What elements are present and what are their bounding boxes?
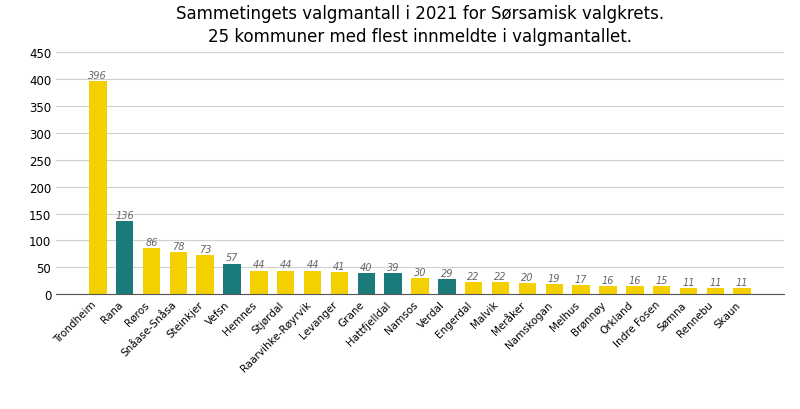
Text: 44: 44 (279, 260, 292, 270)
Bar (706, 289, 724, 294)
Text: 39: 39 (387, 263, 399, 272)
Bar (170, 253, 187, 294)
Bar (223, 264, 241, 294)
Bar (734, 289, 751, 294)
Bar (465, 283, 482, 294)
Bar (250, 271, 268, 294)
Text: 11: 11 (709, 278, 722, 288)
Text: 11: 11 (682, 278, 694, 288)
Bar (142, 248, 160, 294)
Text: 57: 57 (226, 253, 238, 263)
Text: 30: 30 (414, 267, 426, 277)
Text: 396: 396 (89, 71, 107, 81)
Text: 15: 15 (655, 275, 668, 285)
Text: 29: 29 (441, 268, 453, 278)
Text: 44: 44 (253, 260, 265, 270)
Text: 44: 44 (306, 260, 319, 270)
Bar (492, 283, 510, 294)
Text: 20: 20 (521, 273, 534, 283)
Bar (116, 222, 134, 294)
Text: 22: 22 (467, 272, 480, 282)
Bar (197, 255, 214, 294)
Bar (304, 271, 322, 294)
Bar (518, 284, 536, 294)
Text: 22: 22 (494, 272, 506, 282)
Text: 136: 136 (115, 211, 134, 220)
Bar (330, 272, 348, 294)
Bar (680, 289, 698, 294)
Bar (411, 279, 429, 294)
Bar (572, 285, 590, 294)
Text: 11: 11 (736, 278, 749, 288)
Bar (358, 273, 375, 294)
Text: 19: 19 (548, 273, 561, 283)
Bar (653, 286, 670, 294)
Text: 40: 40 (360, 262, 373, 272)
Bar (385, 274, 402, 294)
Text: 16: 16 (602, 275, 614, 285)
Bar (626, 286, 643, 294)
Bar (599, 286, 617, 294)
Text: 78: 78 (172, 242, 185, 252)
Bar (89, 82, 106, 294)
Title: Sammetingets valgmantall i 2021 for Sørsamisk valgkrets.
25 kommuner med flest i: Sammetingets valgmantall i 2021 for Sørs… (176, 4, 664, 46)
Bar (546, 284, 563, 294)
Text: 86: 86 (146, 237, 158, 247)
Text: 73: 73 (199, 244, 211, 254)
Text: 41: 41 (334, 261, 346, 272)
Bar (438, 279, 455, 294)
Text: 17: 17 (575, 274, 587, 284)
Text: 16: 16 (629, 275, 641, 285)
Bar (277, 271, 294, 294)
